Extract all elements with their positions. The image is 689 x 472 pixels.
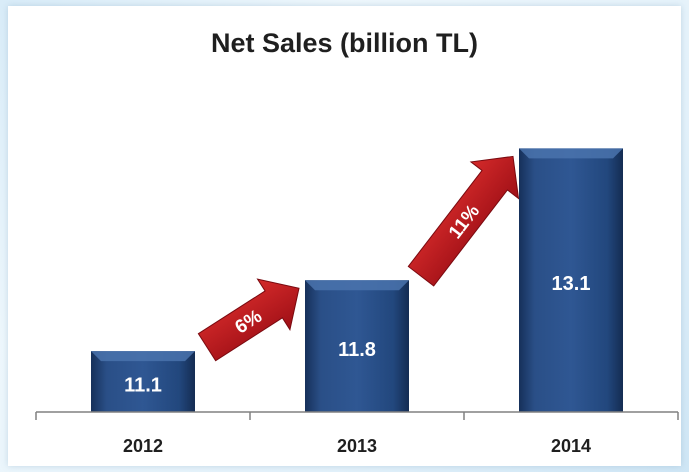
chart-title: Net Sales (billion TL) [210,28,479,58]
bar-2012 [91,351,195,412]
x-tick-label: 2013 [337,436,377,456]
growth-arrow-shape [407,155,520,287]
growth-arrow: 11% [407,155,520,287]
bar-value-label: 11.1 [124,375,162,397]
growth-arrow-shape [197,278,300,362]
bar-bevel-2013 [305,280,409,291]
bar-bevel-2014 [519,148,623,159]
chart-frame: Net Sales (billion TL) 11.1 11.8 13.1 2012… [8,6,681,466]
bar-bevel-2012 [91,351,195,362]
growth-arrow: 6% [197,278,300,362]
bar-value-label: 11.8 [338,339,376,361]
bar-value-label: 13.1 [552,273,591,295]
bar-2014 [519,148,623,412]
bar-chart: 11.1 11.8 13.1 2012 2013 2014 6% 11% [35,148,679,456]
x-tick-label: 2012 [123,436,163,456]
x-tick-label: 2014 [551,436,591,456]
bar-2013 [305,280,409,412]
